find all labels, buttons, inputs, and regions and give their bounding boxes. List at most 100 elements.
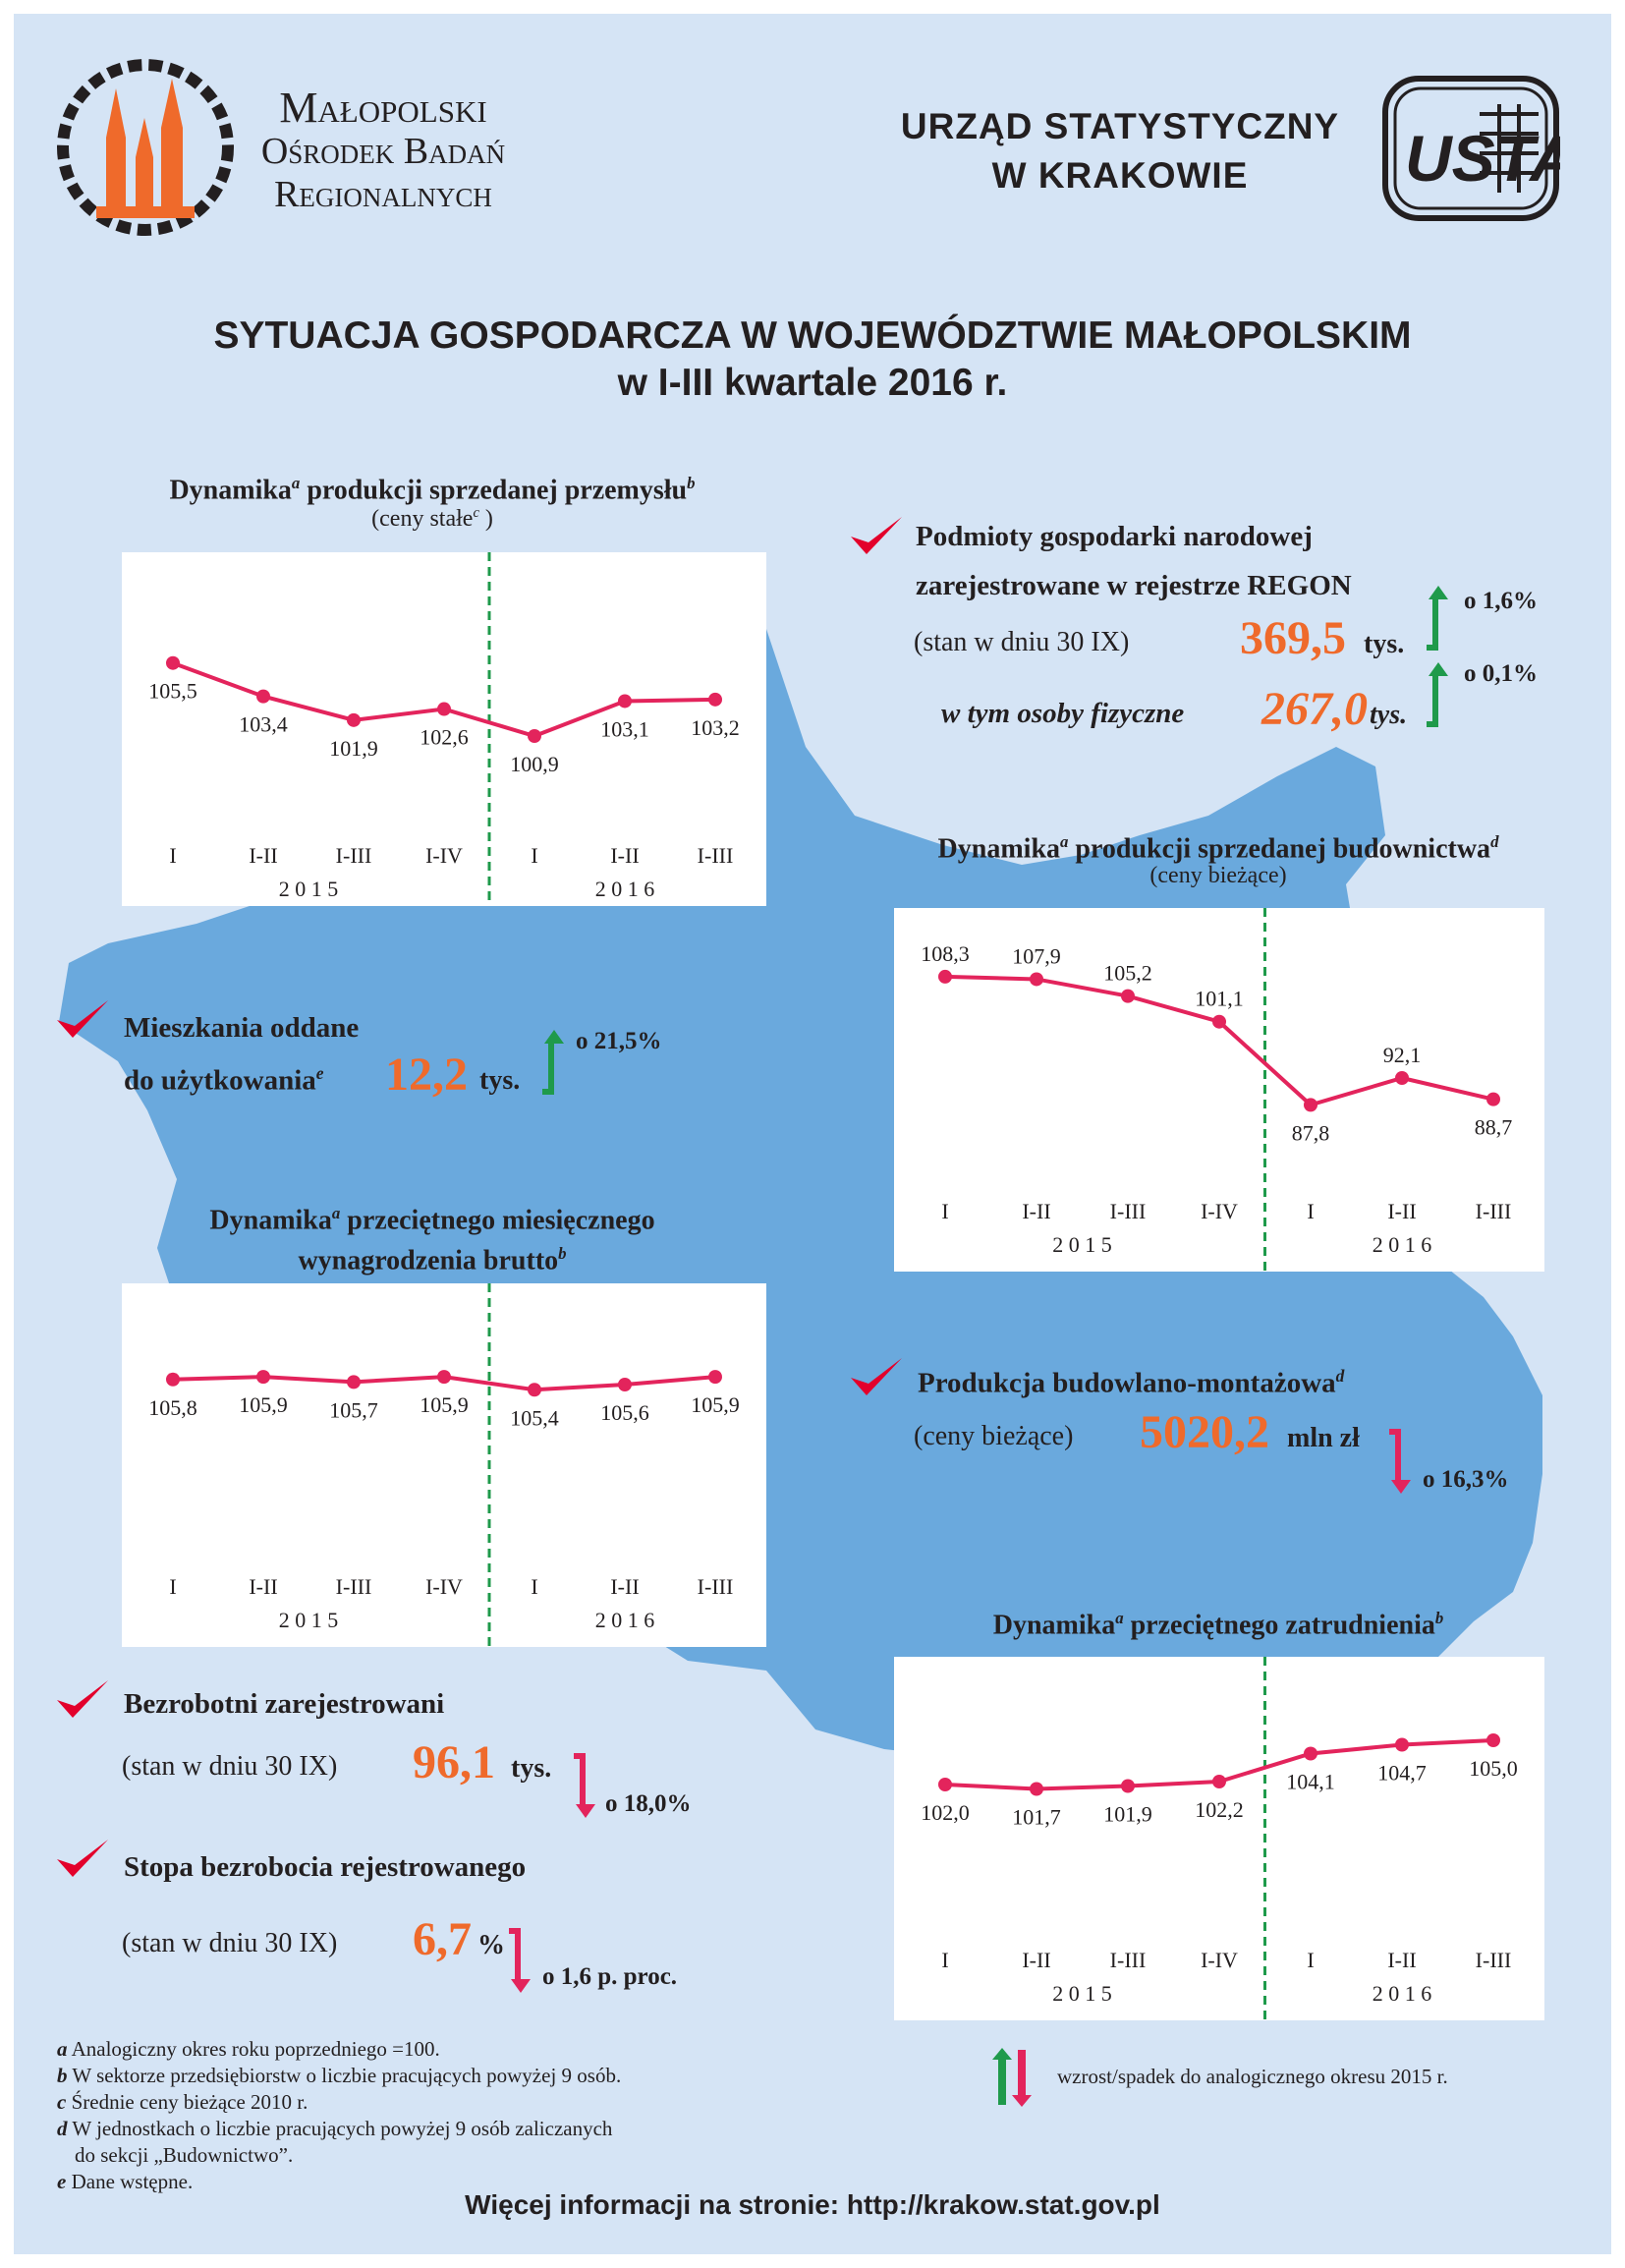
unemployed-state: (stan w dniu 30 IX) xyxy=(122,1751,338,1782)
data-label: 105,0 xyxy=(1469,1756,1518,1781)
x-tick-label: I-II xyxy=(1022,1948,1050,1972)
title-line2: w I-III kwartale 2016 r. xyxy=(617,362,1008,404)
data-label: 102,0 xyxy=(921,1800,970,1825)
mobr-line1: Małopolski xyxy=(279,84,487,132)
footnote-b-text: W sektorze przedsiębiorstw o liczbie pra… xyxy=(72,2064,622,2087)
office-line2: W KRAKOWIE xyxy=(991,155,1249,196)
x-tick-label: I xyxy=(531,1574,537,1599)
footnote-d-key: d xyxy=(57,2117,68,2140)
data-label: 105,4 xyxy=(510,1405,559,1430)
x-tick-label: I-II xyxy=(249,843,277,868)
construction-output-label: Produkcja budowlano-montażowad xyxy=(918,1366,1344,1400)
footnote-e-text: Dane wstępne. xyxy=(71,2170,194,2193)
data-label: 102,6 xyxy=(420,725,469,750)
chart-employment-title-part1: Dynamika xyxy=(992,1610,1116,1641)
construction-output-unit: mln zł xyxy=(1287,1423,1360,1453)
regon-persons-change: o 0,1% xyxy=(1464,660,1538,687)
data-label: 101,1 xyxy=(1195,987,1244,1011)
x-tick-label: I xyxy=(1307,1948,1314,1972)
regon-state: (stan w dniu 30 IX) xyxy=(914,627,1130,657)
regon-persons-unit: tys. xyxy=(1370,700,1408,730)
regon-persons-label: w tym osoby fizyczne xyxy=(941,698,1185,729)
data-label: 108,3 xyxy=(921,941,970,966)
data-label: 103,4 xyxy=(239,712,288,737)
footer-url-text: Więcej informacji na stronie: http://kra… xyxy=(465,2189,1160,2220)
x-tick-label: I xyxy=(941,1199,948,1223)
chart-wages-title-sup1: a xyxy=(331,1204,341,1222)
data-label: 104,1 xyxy=(1286,1770,1335,1794)
data-point xyxy=(347,1375,361,1389)
checkmark-icon xyxy=(57,1000,108,1038)
chart-wages-title: Dynamikaa przeciętnego miesięcznego wyna… xyxy=(98,1197,766,1278)
x-tick-label: I-IV xyxy=(425,843,463,868)
x-tick-label: I xyxy=(531,843,537,868)
footnote-e-key: e xyxy=(57,2170,67,2193)
arrow-up-icon xyxy=(542,1030,564,1095)
data-point xyxy=(1395,1737,1409,1752)
chart-industry-subtitle-sup: c xyxy=(473,505,479,521)
chart-employment-title-part2: przeciętnego zatrudnienia xyxy=(1123,1610,1435,1641)
x-tick-label: I-II xyxy=(610,843,639,868)
data-point xyxy=(1030,1782,1043,1796)
data-point xyxy=(256,1370,270,1385)
chart-construction-subtitle: (ceny bieżące) xyxy=(1149,863,1287,888)
office-line1: URZĄD STATYSTYCZNY xyxy=(900,106,1340,146)
year-label: 2 0 1 6 xyxy=(1373,1232,1432,1257)
dwellings-change: o 21,5% xyxy=(576,1028,662,1054)
chart-construction-title-part1: Dynamika xyxy=(937,833,1061,865)
year-label: 2 0 1 5 xyxy=(279,877,339,901)
data-point xyxy=(618,694,632,709)
data-point xyxy=(1486,1733,1500,1747)
chart-wages: 105,8 105,9 105,7 105,9 105,4 105,6 105,9 I I-II… xyxy=(122,1283,766,1647)
x-tick-label: I-III xyxy=(1110,1199,1147,1223)
data-label: 100,9 xyxy=(510,752,559,776)
dwellings-label-line2: do użytkowaniae xyxy=(124,1063,324,1098)
year-label: 2 0 1 6 xyxy=(595,877,655,901)
chart-wages-title-part3: wynagrodzenia brutto xyxy=(298,1245,559,1276)
chart-employment: 102,0 101,7 101,9 102,2 104,1 104,7 105,0 I I-II… xyxy=(894,1657,1544,2020)
construction-output-label-sup: d xyxy=(1335,1366,1345,1386)
footnote-a-key: a xyxy=(57,2037,68,2061)
unemployment-rate-unit: % xyxy=(477,1930,505,1960)
data-point xyxy=(256,689,270,704)
mobr-logo-text: Małopolski Ośrodek Badań Regionalnych xyxy=(236,86,531,216)
chart-industry-title-sup1: a xyxy=(291,474,301,492)
chart-construction-title-sup1: a xyxy=(1060,832,1069,851)
data-point xyxy=(708,1370,722,1385)
data-label: 101,7 xyxy=(1012,1805,1061,1830)
chart-construction: 108,3 107,9 105,2 101,1 87,8 92,1 88,7 I I-II I-I… xyxy=(894,908,1544,1272)
footnotes: a Analogiczny okres roku poprzedniego =1… xyxy=(57,2036,804,2195)
year-label: 2 0 1 5 xyxy=(1052,1232,1112,1257)
ustat-logo-mark: USTAT xyxy=(1405,122,1560,195)
x-tick-label: I xyxy=(169,1574,176,1599)
regon-unit: tys. xyxy=(1364,629,1405,659)
data-point xyxy=(1304,1746,1317,1761)
dwellings-label-line2-text: do użytkowania xyxy=(124,1064,316,1097)
unemployed-value: 96,1 xyxy=(413,1736,495,1788)
data-label: 103,2 xyxy=(691,715,740,740)
x-tick-label: I xyxy=(941,1948,948,1972)
data-point xyxy=(166,655,180,670)
arrow-down-icon xyxy=(1389,1429,1411,1494)
chart-industry-subtitle-text: (ceny stałe xyxy=(371,506,474,532)
data-point xyxy=(1395,1071,1409,1085)
construction-output-value: 5020,2 xyxy=(1140,1406,1269,1458)
year-label: 2 0 1 6 xyxy=(1373,1981,1432,2006)
dwellings-value: 12,2 xyxy=(385,1049,468,1101)
chart-wages-title-part2: przeciętnego miesięcznego xyxy=(340,1205,655,1236)
data-label: 92,1 xyxy=(1383,1043,1422,1067)
chart-industry-title-sup2: b xyxy=(687,474,696,492)
chart-employment-title-sup2: b xyxy=(1434,1609,1444,1627)
data-label: 105,9 xyxy=(691,1392,740,1417)
unemployment-rate-label: Stopa bezrobocia rejestrowanego xyxy=(124,1851,527,1883)
construction-output-note: (ceny bieżące) xyxy=(914,1421,1074,1451)
year-label: 2 0 1 6 xyxy=(595,1608,655,1632)
data-label: 105,7 xyxy=(329,1397,378,1422)
unemployment-rate-change: o 1,6 p. proc. xyxy=(542,1963,678,1990)
data-point xyxy=(938,969,952,984)
legend-text: wzrost/spadek do analogicznego okresu 20… xyxy=(1057,2065,1448,2088)
data-point xyxy=(1212,1775,1226,1788)
us-krakow-name: URZĄD STATYSTYCZNY W KRAKOWIE xyxy=(865,102,1375,200)
data-label: 105,6 xyxy=(600,1400,649,1425)
